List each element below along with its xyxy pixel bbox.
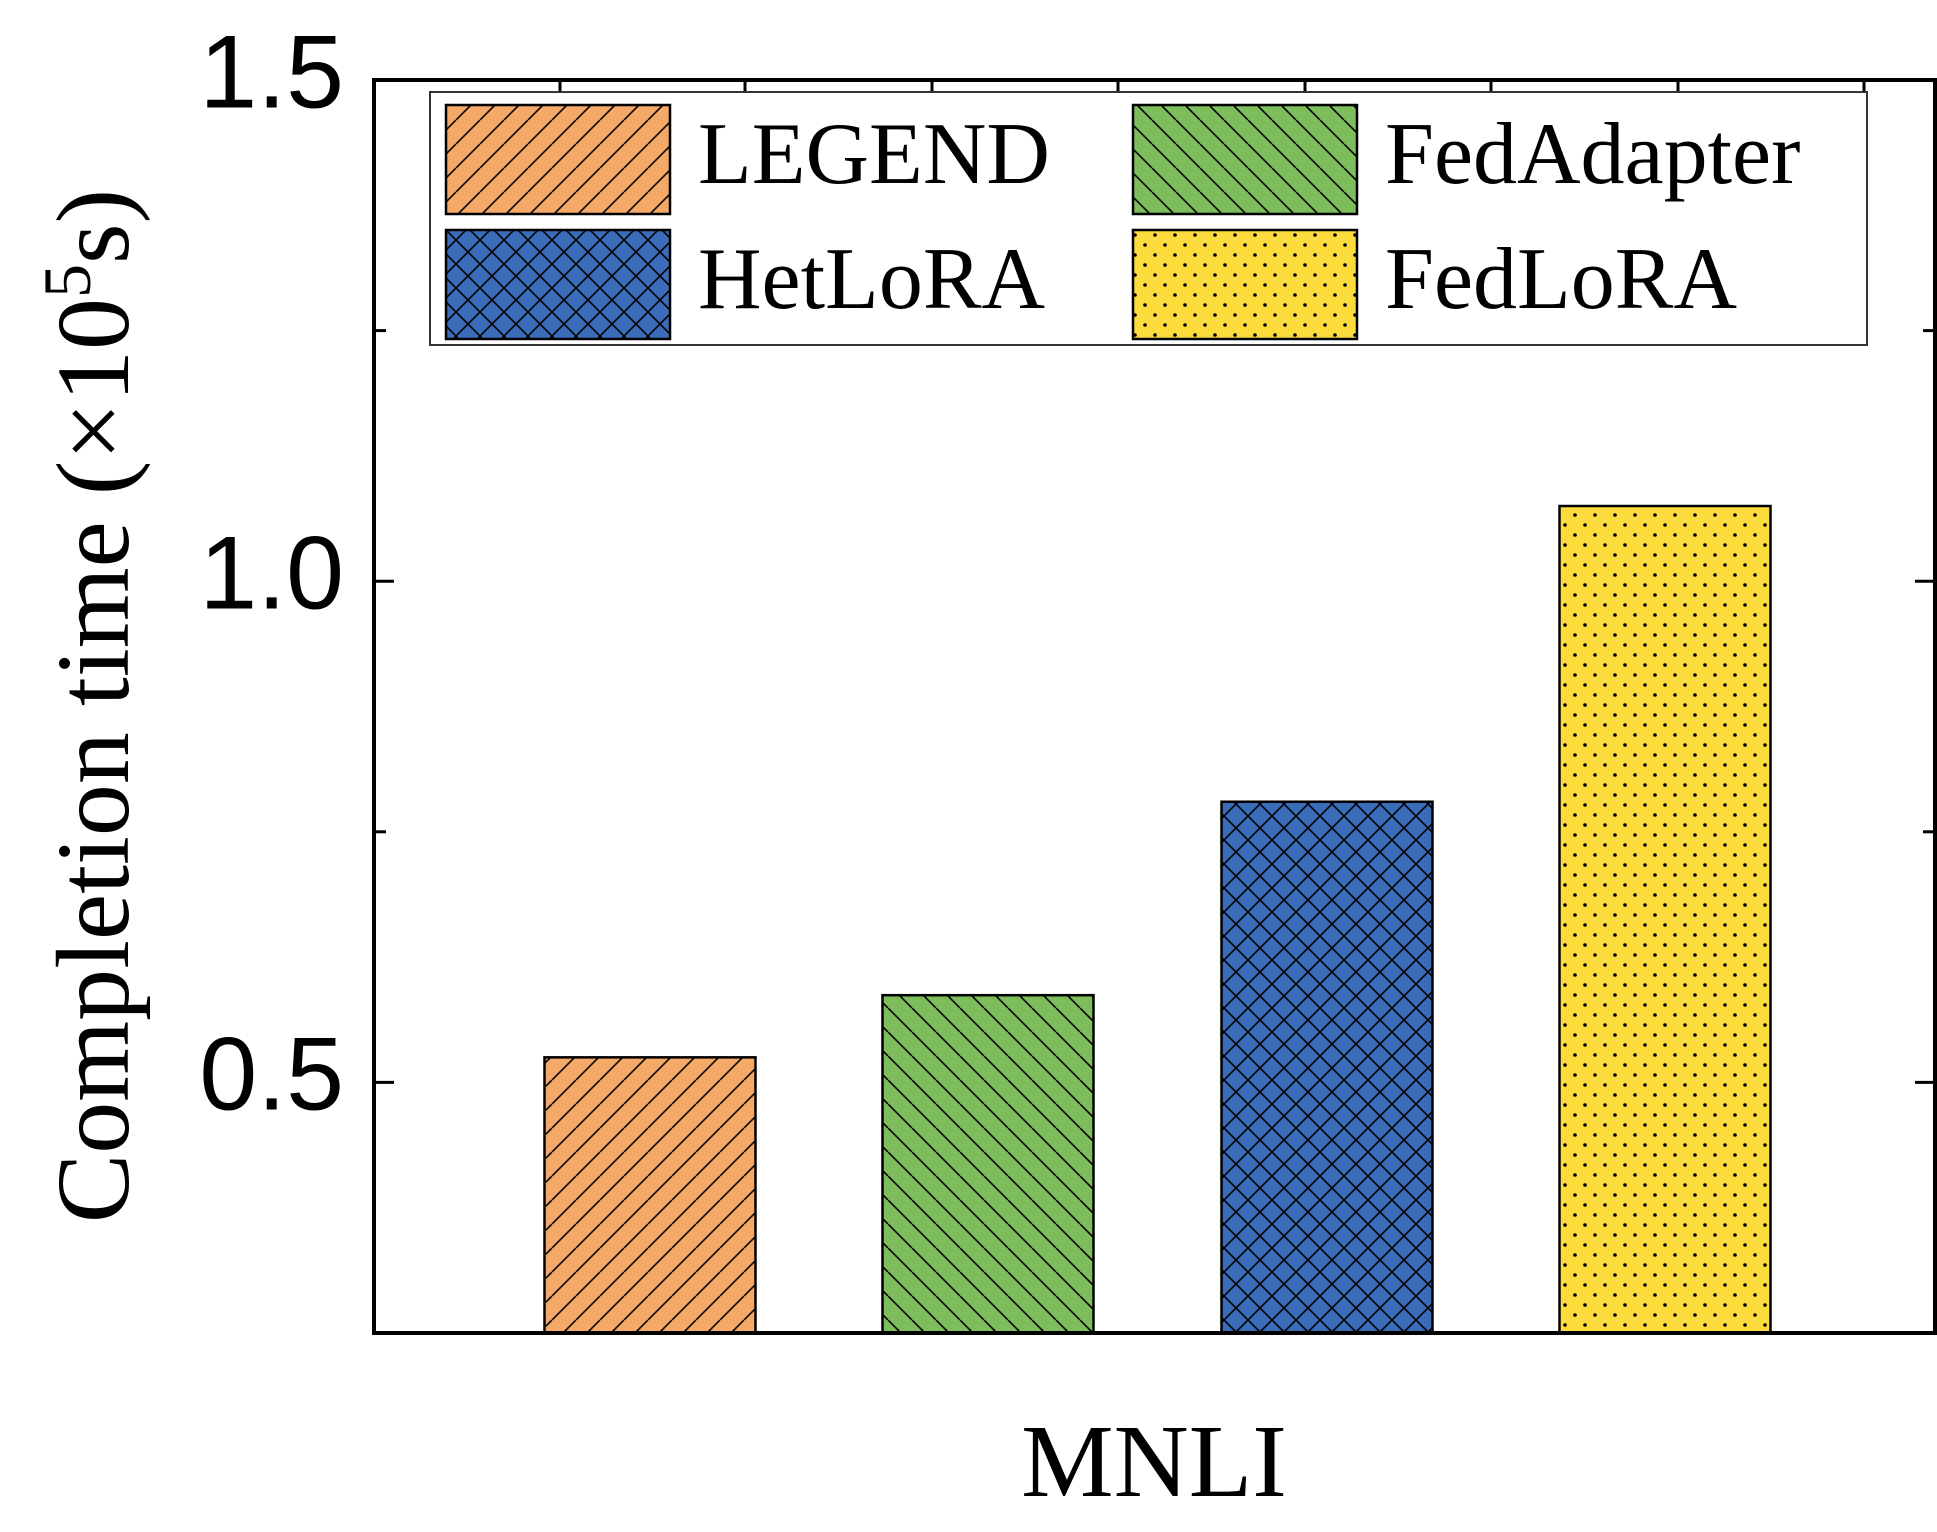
legend-swatch-legend — [444, 103, 672, 216]
bars — [543, 504, 1772, 1335]
y-axis-title-exponent: 5 — [29, 264, 105, 298]
bar-fedlora — [1558, 504, 1772, 1335]
legend: LEGEND FedAdapter HetLoRA FedLoRA — [429, 91, 1868, 346]
legend-swatch-fedlora — [1131, 228, 1359, 341]
legend-label-hetlora: HetLoRA — [698, 231, 1045, 328]
legend-swatch-hetlora — [444, 228, 672, 341]
bar-fedadapter — [881, 993, 1095, 1335]
y-axis-title-main: Completion time (×10 — [36, 298, 151, 1223]
x-axis-label: MNLI — [1021, 1404, 1287, 1519]
y-axis-title: Completion time (×105s) — [29, 189, 151, 1223]
legend-label-legend: LEGEND — [698, 106, 1050, 203]
y-tick-label: 1.0 — [199, 515, 344, 631]
bar-hetlora — [1220, 800, 1434, 1335]
y-axis-title-unit: s) — [36, 189, 151, 264]
legend-swatch-fedadapter — [1131, 103, 1359, 216]
plot-frame — [372, 78, 1937, 1335]
y-tick-label: 1.5 — [199, 14, 344, 130]
y-tick-label: 0.5 — [199, 1016, 344, 1132]
legend-label-fedlora: FedLoRA — [1385, 231, 1737, 328]
bar-legend — [543, 1056, 757, 1335]
legend-label-fedadapter: FedAdapter — [1385, 106, 1800, 203]
axis-ticks — [374, 78, 1935, 1335]
